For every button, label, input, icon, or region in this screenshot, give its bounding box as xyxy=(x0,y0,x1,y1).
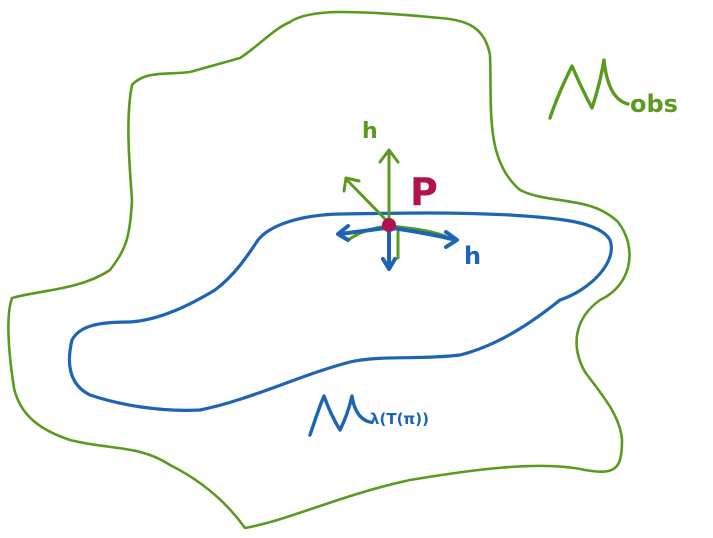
point-p-label: P xyxy=(410,170,438,214)
arrow-upleft-head-icon xyxy=(342,176,361,193)
inner-script-n-glyph xyxy=(308,394,372,437)
arrow-upleft-shaft xyxy=(345,178,388,222)
inner-subscript: λ(T(π)) xyxy=(370,410,429,428)
obs-subscript: obs xyxy=(630,90,678,118)
tangent-down-head-icon xyxy=(381,257,397,271)
tangent-right-shaft xyxy=(390,226,458,242)
inner-label: λ(T(π)) xyxy=(308,394,429,437)
obs-script-n-glyph xyxy=(548,58,630,120)
inner-region-outline xyxy=(67,211,613,412)
h-label-up: h xyxy=(362,119,378,144)
outer-region-outline xyxy=(7,10,631,530)
point-p-dot xyxy=(382,218,396,232)
tangent-right-head-icon xyxy=(444,230,459,249)
arrow-up-head-icon xyxy=(378,148,400,164)
tangent-left-head-icon xyxy=(336,224,350,242)
obs-label: obs xyxy=(548,58,678,120)
tangent-left-shaft xyxy=(338,226,388,236)
blue-tangent-arrows xyxy=(336,224,459,271)
h-label-right: h xyxy=(464,242,481,270)
